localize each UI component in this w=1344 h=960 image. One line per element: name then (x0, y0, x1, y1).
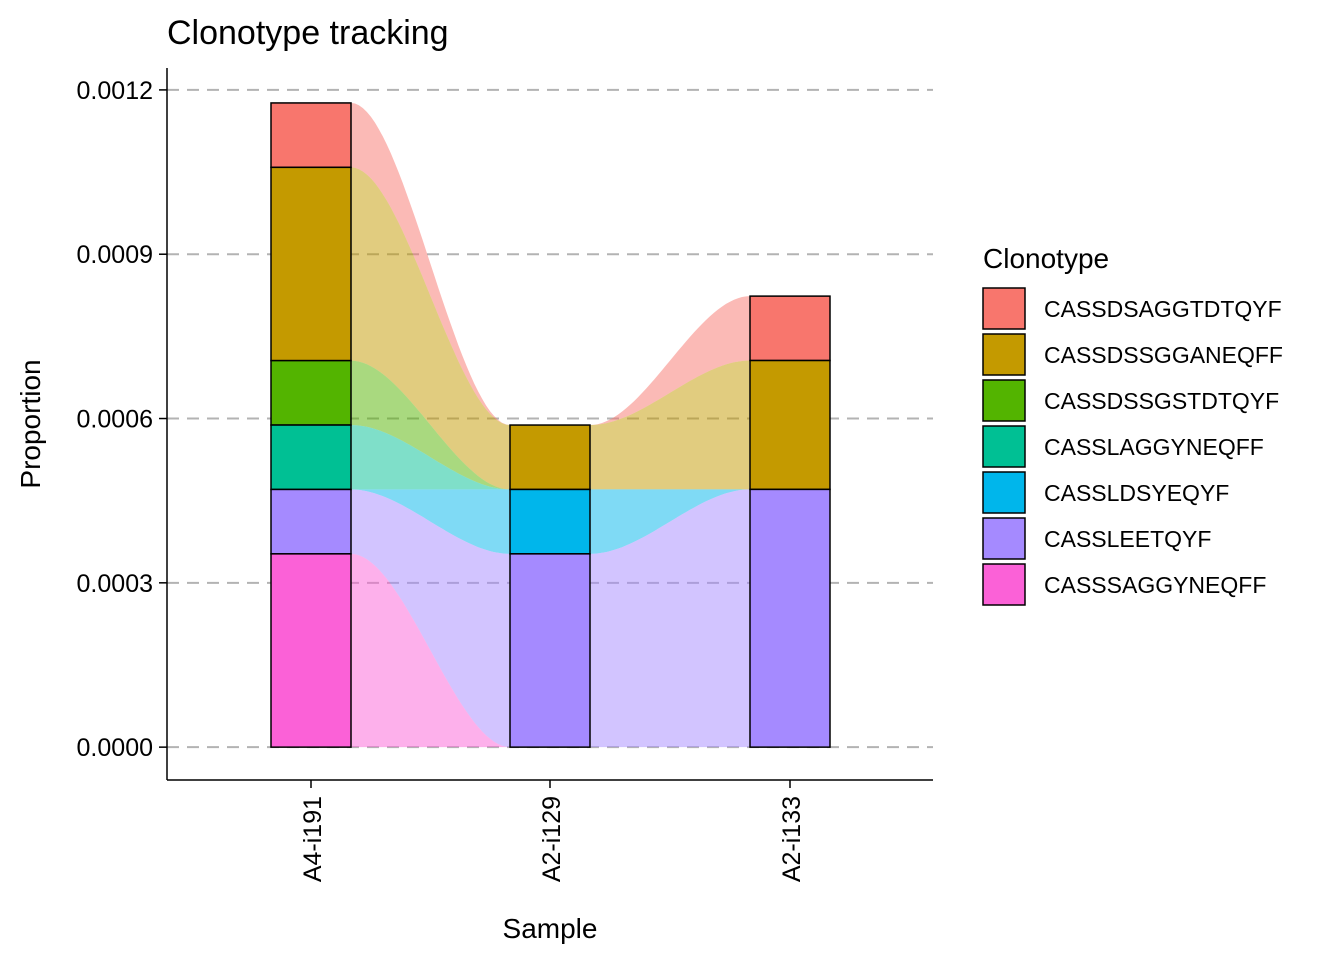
bar-segment (270, 553, 352, 748)
y-tick-label: 0.0000 (77, 734, 153, 762)
y-tick-label: 0.0012 (77, 77, 153, 105)
flow-ribbon (351, 167, 510, 490)
legend-label: CASSLEETQYF (1044, 526, 1211, 552)
flow-ribbon (590, 489, 750, 748)
stacked-bars (270, 102, 831, 748)
y-ticks: 0.0000 0.0003 0.0006 0.0009 0.0012 (77, 77, 167, 762)
x-tick-label: A2-i133 (778, 796, 806, 882)
legend-label: CASSLAGGYNEQFF (1044, 434, 1264, 460)
bar-segment (270, 424, 352, 491)
legend-title: Clonotype (983, 243, 1109, 274)
flow-ribbon (590, 296, 750, 425)
flow-ribbon (351, 489, 510, 748)
legend-swatch (982, 287, 1026, 330)
x-tick-label: A4-i191 (299, 796, 327, 882)
bar-segment (509, 488, 591, 555)
legend-swatch (982, 425, 1026, 468)
flow-ribbon (351, 425, 510, 490)
legend-label: CASSSAGGYNEQFF (1044, 572, 1266, 598)
legend-label: CASSDSSGSTDTQYF (1044, 388, 1279, 414)
legend-swatch (982, 379, 1026, 422)
y-tick-label: 0.0009 (77, 241, 153, 269)
bar-segment (509, 553, 591, 748)
flow-ribbon (351, 489, 510, 554)
flow-ribbon (351, 360, 510, 490)
x-tick-label: A2-i129 (538, 796, 566, 882)
bar-segment (270, 102, 352, 169)
legend-swatch (982, 563, 1026, 606)
bar-segment (509, 424, 591, 491)
bar-segment (270, 166, 352, 362)
x-ticks: A4-i191 A2-i129 A2-i133 (299, 780, 806, 882)
y-tick-label: 0.0006 (77, 406, 153, 434)
y-tick-label: 0.0003 (77, 570, 153, 598)
legend-items: CASSDSAGGTDTQYF CASSDSSGGANEQFF CASSDSSGST… (982, 287, 1283, 606)
alluvial-flows (351, 102, 750, 748)
chart-title: Clonotype tracking (167, 14, 449, 52)
legend-swatch (982, 333, 1026, 376)
flow-ribbon (351, 102, 510, 426)
bar-segment (270, 488, 352, 555)
legend: Clonotype CASSDSAGGTDTQYF CASSDSSGGANEQFF… (982, 243, 1283, 606)
bar-segment (749, 295, 831, 362)
legend-label: CASSDSSGGANEQFF (1044, 342, 1283, 368)
legend-swatch (982, 517, 1026, 560)
flow-ribbon (590, 489, 750, 554)
legend-swatch (982, 471, 1026, 514)
legend-label: CASSDSAGGTDTQYF (1044, 296, 1282, 322)
bar-segment (270, 359, 352, 426)
x-axis-title: Sample (503, 913, 598, 944)
y-axis-title: Proportion (15, 359, 46, 488)
legend-label: CASSLDSYEQYF (1044, 480, 1229, 506)
flow-ribbon (351, 553, 510, 748)
flow-ribbon (590, 360, 750, 490)
bar-segment (749, 488, 831, 748)
bar-segment (749, 359, 831, 491)
